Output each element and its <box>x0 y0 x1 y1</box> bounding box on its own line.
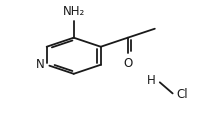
Text: NH₂: NH₂ <box>63 5 85 18</box>
Text: H: H <box>147 74 156 87</box>
Text: Cl: Cl <box>177 88 188 101</box>
Text: O: O <box>123 57 132 70</box>
Text: N: N <box>35 58 44 71</box>
